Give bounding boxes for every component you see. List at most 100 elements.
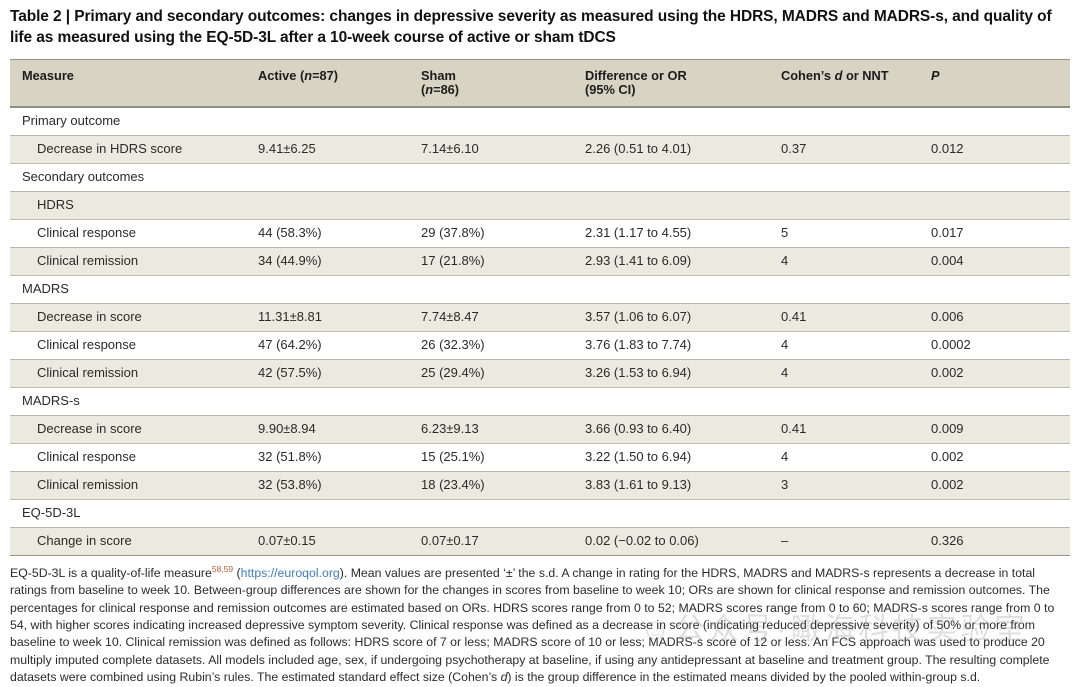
cell-sham bbox=[421, 276, 585, 303]
cell-sham: 17 (21.8%) bbox=[421, 253, 485, 269]
cell-active: 44 (58.3%) bbox=[258, 225, 322, 241]
cell-p-value bbox=[931, 388, 1070, 415]
cell-cohens-d-nnt: 0.41 bbox=[781, 309, 807, 325]
cell-difference: 0.02 (−0.02 to 0.06) bbox=[585, 533, 699, 549]
row-label: Clinical remission bbox=[37, 477, 139, 493]
cell-difference bbox=[585, 164, 781, 191]
row-label: Decrease in score bbox=[37, 309, 142, 325]
table-row: Clinical response 47 (64.2%) 26 (32.3%) … bbox=[10, 330, 1070, 359]
cell-cohens-d-nnt: 4 bbox=[781, 365, 789, 381]
cell-p-value: 0.009 bbox=[931, 421, 964, 437]
cell-cohens-d-nnt bbox=[781, 388, 931, 415]
cell-sham: 29 (37.8%) bbox=[421, 225, 485, 241]
cell-difference bbox=[585, 500, 781, 527]
cell-sham: 18 (23.4%) bbox=[421, 477, 485, 493]
cell-p-value: 0.0002 bbox=[931, 337, 971, 353]
cell-active bbox=[258, 108, 421, 135]
cell-active: 47 (64.2%) bbox=[258, 337, 322, 353]
table-row: Decrease in score 11.31±8.81 7.74±8.47 3… bbox=[10, 302, 1070, 331]
cell-p-value bbox=[931, 108, 1070, 135]
cell-cohens-d-nnt bbox=[781, 164, 931, 191]
cell-sham: 15 (25.1%) bbox=[421, 449, 485, 465]
cell-cohens-d-nnt: 4 bbox=[781, 449, 789, 465]
row-label: Primary outcome bbox=[22, 113, 121, 129]
cell-difference: 2.93 (1.41 to 6.09) bbox=[585, 253, 692, 269]
cell-difference: 3.83 (1.61 to 9.13) bbox=[585, 477, 692, 493]
cell-p-value bbox=[931, 276, 1070, 303]
column-header-active: Active (n=87) bbox=[258, 67, 339, 83]
table-row: Clinical response 32 (51.8%) 15 (25.1%) … bbox=[10, 442, 1070, 471]
row-label: Secondary outcomes bbox=[22, 169, 145, 185]
cell-p-value bbox=[931, 500, 1070, 527]
table-row: Change in score 0.07±0.15 0.07±0.17 0.02… bbox=[10, 526, 1070, 555]
outcomes-table: Measure Active (n=87) Sham (n=86) Differe… bbox=[10, 58, 1070, 556]
reference-superscript[interactable]: 58,59 bbox=[211, 563, 234, 574]
cell-difference bbox=[585, 108, 781, 135]
table-row: EQ-5D-3L bbox=[10, 498, 1070, 527]
cell-sham: 6.23±9.13 bbox=[421, 421, 479, 437]
cell-active: 9.90±8.94 bbox=[258, 421, 316, 437]
row-label: Clinical remission bbox=[37, 365, 139, 381]
cell-cohens-d-nnt: 5 bbox=[781, 225, 789, 241]
cell-sham: 26 (32.3%) bbox=[421, 337, 485, 353]
table-title: Table 2 | Primary and secondary outcomes… bbox=[10, 8, 1052, 46]
table-footnote: EQ-5D-3L is a quality-of-life measure58,… bbox=[10, 563, 1055, 685]
cell-p-value: 0.326 bbox=[931, 533, 964, 549]
cell-p-value: 0.002 bbox=[931, 449, 964, 465]
cell-active bbox=[258, 164, 421, 191]
cell-p-value: 0.006 bbox=[931, 309, 964, 325]
cell-sham: 7.14±6.10 bbox=[421, 141, 479, 157]
cell-cohens-d-nnt bbox=[781, 276, 931, 303]
cell-p-value: 0.002 bbox=[931, 477, 964, 493]
table-row: Clinical response 44 (58.3%) 29 (37.8%) … bbox=[10, 218, 1070, 247]
cell-active: 0.07±0.15 bbox=[258, 533, 316, 549]
cell-sham: 25 (29.4%) bbox=[421, 365, 485, 381]
table-row: HDRS bbox=[10, 190, 1070, 219]
cell-active: 34 (44.9%) bbox=[258, 253, 322, 269]
cell-sham bbox=[421, 192, 585, 219]
row-label: Clinical response bbox=[37, 337, 136, 353]
cell-cohens-d-nnt bbox=[781, 500, 931, 527]
column-header-difference: Difference or OR (95% CI) bbox=[585, 67, 687, 97]
table-header-row: Measure Active (n=87) Sham (n=86) Differe… bbox=[10, 59, 1070, 108]
column-header-measure: Measure bbox=[22, 67, 74, 83]
cell-difference: 2.26 (0.51 to 4.01) bbox=[585, 141, 692, 157]
cell-difference: 3.76 (1.83 to 7.74) bbox=[585, 337, 692, 353]
cell-active: 9.41±6.25 bbox=[258, 141, 316, 157]
cell-sham bbox=[421, 500, 585, 527]
cell-difference bbox=[585, 276, 781, 303]
table-body: Primary outcome Decrease in HDRS score 9… bbox=[10, 108, 1070, 556]
cell-active bbox=[258, 276, 421, 303]
cell-p-value: 0.002 bbox=[931, 365, 964, 381]
row-label: Decrease in HDRS score bbox=[37, 141, 183, 157]
cell-difference: 3.57 (1.06 to 6.07) bbox=[585, 309, 692, 325]
cell-cohens-d-nnt bbox=[781, 192, 931, 219]
cell-sham: 0.07±0.17 bbox=[421, 533, 479, 549]
cell-sham: 7.74±8.47 bbox=[421, 309, 479, 325]
cell-active bbox=[258, 388, 421, 415]
euroqol-link[interactable]: https://euroqol.org bbox=[240, 565, 340, 580]
table-row: Decrease in HDRS score 9.41±6.25 7.14±6.… bbox=[10, 134, 1070, 163]
table-row: Secondary outcomes bbox=[10, 162, 1070, 191]
table-row: Clinical remission 42 (57.5%) 25 (29.4%)… bbox=[10, 358, 1070, 387]
cell-difference bbox=[585, 192, 781, 219]
cell-sham bbox=[421, 388, 585, 415]
row-label: HDRS bbox=[37, 197, 74, 213]
table-row: Decrease in score 9.90±8.94 6.23±9.13 3.… bbox=[10, 414, 1070, 443]
cell-difference bbox=[585, 388, 781, 415]
row-label: Clinical response bbox=[37, 225, 136, 241]
column-header-p-value: P bbox=[931, 67, 940, 83]
cell-p-value bbox=[931, 192, 1070, 219]
column-header-cohens-d-nnt: Cohen’s d or NNT bbox=[781, 67, 889, 83]
cell-cohens-d-nnt: – bbox=[781, 533, 789, 549]
cell-active: 11.31±8.81 bbox=[258, 309, 323, 325]
cell-difference: 3.22 (1.50 to 6.94) bbox=[585, 449, 692, 465]
cell-cohens-d-nnt: 4 bbox=[781, 337, 789, 353]
column-header-sham: Sham (n=86) bbox=[421, 67, 460, 97]
table-row: MADRS bbox=[10, 274, 1070, 303]
cell-p-value: 0.017 bbox=[931, 225, 964, 241]
cell-difference: 3.26 (1.53 to 6.94) bbox=[585, 365, 692, 381]
cell-active: 42 (57.5%) bbox=[258, 365, 322, 381]
row-label: EQ-5D-3L bbox=[22, 505, 81, 521]
cell-cohens-d-nnt: 0.37 bbox=[781, 141, 807, 157]
